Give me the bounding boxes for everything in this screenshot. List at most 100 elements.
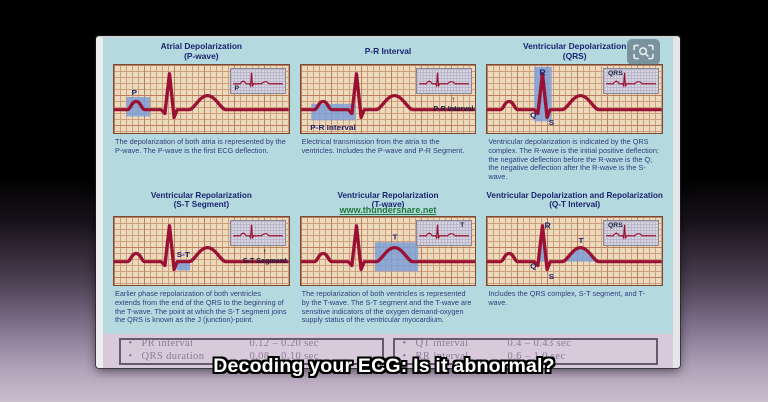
interval-range: 0.12 – 0.20 sec [249,338,319,350]
panel-t-wave: Ventricular Repolarization (T-wave) www.… [299,188,477,336]
panel-qt-interval: Ventricular Depolarization and Repolariz… [486,188,663,336]
ecg-chart-p-wave: P P [113,64,290,134]
bullet-icon: • [402,338,407,350]
ecg-inset: T [416,220,473,246]
panel-title: Ventricular Depolarization and Repolariz… [486,188,663,214]
inset-trace [606,72,656,88]
panel-title-line1: Ventricular Repolarization [337,191,439,201]
inset-label: QRS [608,70,623,77]
ecg-slide: Atrial Depolarization (P-wave) P P [96,36,680,368]
panel-title-line2: (P-wave) [184,51,219,61]
t-label: T [579,236,584,245]
interval-name: PR interval [141,338,194,350]
ecg-chart-st-segment: S-T ↑ S-T Segment [113,216,290,286]
inset-trace [232,224,283,240]
up-arrow-icon: ↑ [451,95,456,104]
t-label: T [392,233,397,242]
interval-box-right: • QT interval 0.4 – 0.43 sec • RR interv… [392,337,658,365]
ecg-inset: QRS [603,220,659,246]
panel-title-line2: (S-T Segment) [173,200,230,209]
panel-title: Ventricular Repolarization (S-T Segment) [113,188,290,214]
p-label: P [131,88,137,97]
ecg-trace-graphic: S-T [114,224,289,272]
interval-name: RR interval [415,351,469,362]
panel-title: Ventricular Repolarization (T-wave) [300,188,477,214]
ecg-waveform [114,224,289,272]
ecg-waveform [487,224,662,272]
st-label: S-T [177,250,190,259]
panel-title: Ventricular Depolarization (QRS) [486,41,663,62]
ecg-trace-graphic: T [300,224,476,272]
ecg-chart-t-wave: T T [299,216,477,286]
panel-atrial-depolarization: Atrial Depolarization (P-wave) P P [113,41,290,188]
panel-title-line2: (Q-T Interval) [549,200,601,209]
s-label: S [549,272,555,281]
ecg-chart-qt-interval: R Q S T QRS [486,216,663,286]
interval-row-pr: • PR interval 0.12 – 0.20 sec [129,338,374,351]
inset-label: P [234,85,240,92]
ecg-chart-qrs: R Q S QRS [486,64,663,134]
panel-title: Atrial Depolarization (P-wave) [113,41,290,62]
panel-st-segment: Ventricular Repolarization (S-T Segment)… [113,188,290,336]
ecg-waveform [114,72,289,120]
bullet-icon: • [128,338,133,350]
interval-range: 0.6 – 1.0 sec [507,351,566,362]
panel-title-line2: (T-wave) [371,200,405,209]
panel-description: The depolarization of both atria is repr… [115,137,286,155]
interval-box-left: • PR interval 0.12 – 0.20 sec • QRS dura… [118,337,384,365]
ecg-inset [229,220,286,246]
ecg-waveform [300,72,476,120]
interval-name: QRS duration [141,351,205,362]
panel-description: Earlier phase repolarization of both ven… [115,289,287,325]
ecg-inset: P [229,68,286,94]
q-label: Q [530,111,536,120]
inset-trace [606,224,656,240]
s-label: S [549,118,555,127]
inset-label: P-R Interval [433,104,474,113]
qt-interval-highlight [534,225,600,270]
panel-grid: Atrial Depolarization (P-wave) P P [103,38,673,336]
panel-title: P-R Interval [300,42,477,62]
pr-interval-label: P-R Interval [310,123,356,132]
ecg-chart-pr-interval: P-R Interval ↑ P-R Interval [299,64,477,134]
interval-range: 0.4 – 0.43 sec [507,338,572,350]
interval-row-qt: • QT interval 0.4 – 0.43 sec [403,338,648,351]
ecg-waveform [300,224,476,272]
interval-reference-strip: • PR interval 0.12 – 0.20 sec • QRS dura… [103,334,673,368]
watermark-text: www.thundershare.net [339,205,437,215]
ecg-trace-graphic: P-R Interval [300,72,476,132]
ecg-inset [416,68,473,94]
inset-trace [419,224,470,240]
inset-callout: ↑ S-T Segment [242,248,287,265]
interval-name: QT interval [415,338,469,350]
bullet-icon: • [402,351,407,362]
interval-range: 0.08 – 0.10 sec [249,351,319,362]
ecg-inset: QRS [603,68,659,94]
q-label: Q [530,262,536,271]
inset-trace [419,72,470,88]
inset-trace [232,72,283,88]
panel-title-line1: Ventricular Depolarization [523,41,627,52]
ecg-waveform [487,72,662,120]
screenshot-capture-button[interactable] [627,39,660,65]
interval-row-rr: • RR interval 0.6 – 1.0 sec [403,351,648,364]
screenshot-capture-icon [633,44,654,60]
inset-label: T [460,222,465,229]
panel-pr-interval: P-R Interval P-R Interval [299,42,477,188]
video-subtitle: Decoding your ECG: Is it abnormal? [213,355,555,377]
panel-title-line1: Atrial Depolarization [160,41,243,52]
bullet-icon: • [128,351,133,362]
panel-title-line1: P-R Interval [364,46,412,57]
inset-label: S-T Segment [242,256,287,265]
inset-callout: ↑ P-R Interval [433,95,474,113]
inset-label: QRS [608,222,623,229]
panel-title-line1: Ventricular Repolarization [150,191,252,201]
r-label: R [545,221,551,231]
ecg-trace-graphic: R Q S T [487,221,662,281]
ecg-trace-graphic: P [114,72,289,120]
panel-description: The repolarization of both ventricles is… [301,289,472,325]
panel-description: Ventricular depolarization is indicated … [488,137,659,182]
panel-description: Electrical transmission from the atria t… [301,137,465,155]
panel-title-line2: (QRS) [562,51,587,61]
